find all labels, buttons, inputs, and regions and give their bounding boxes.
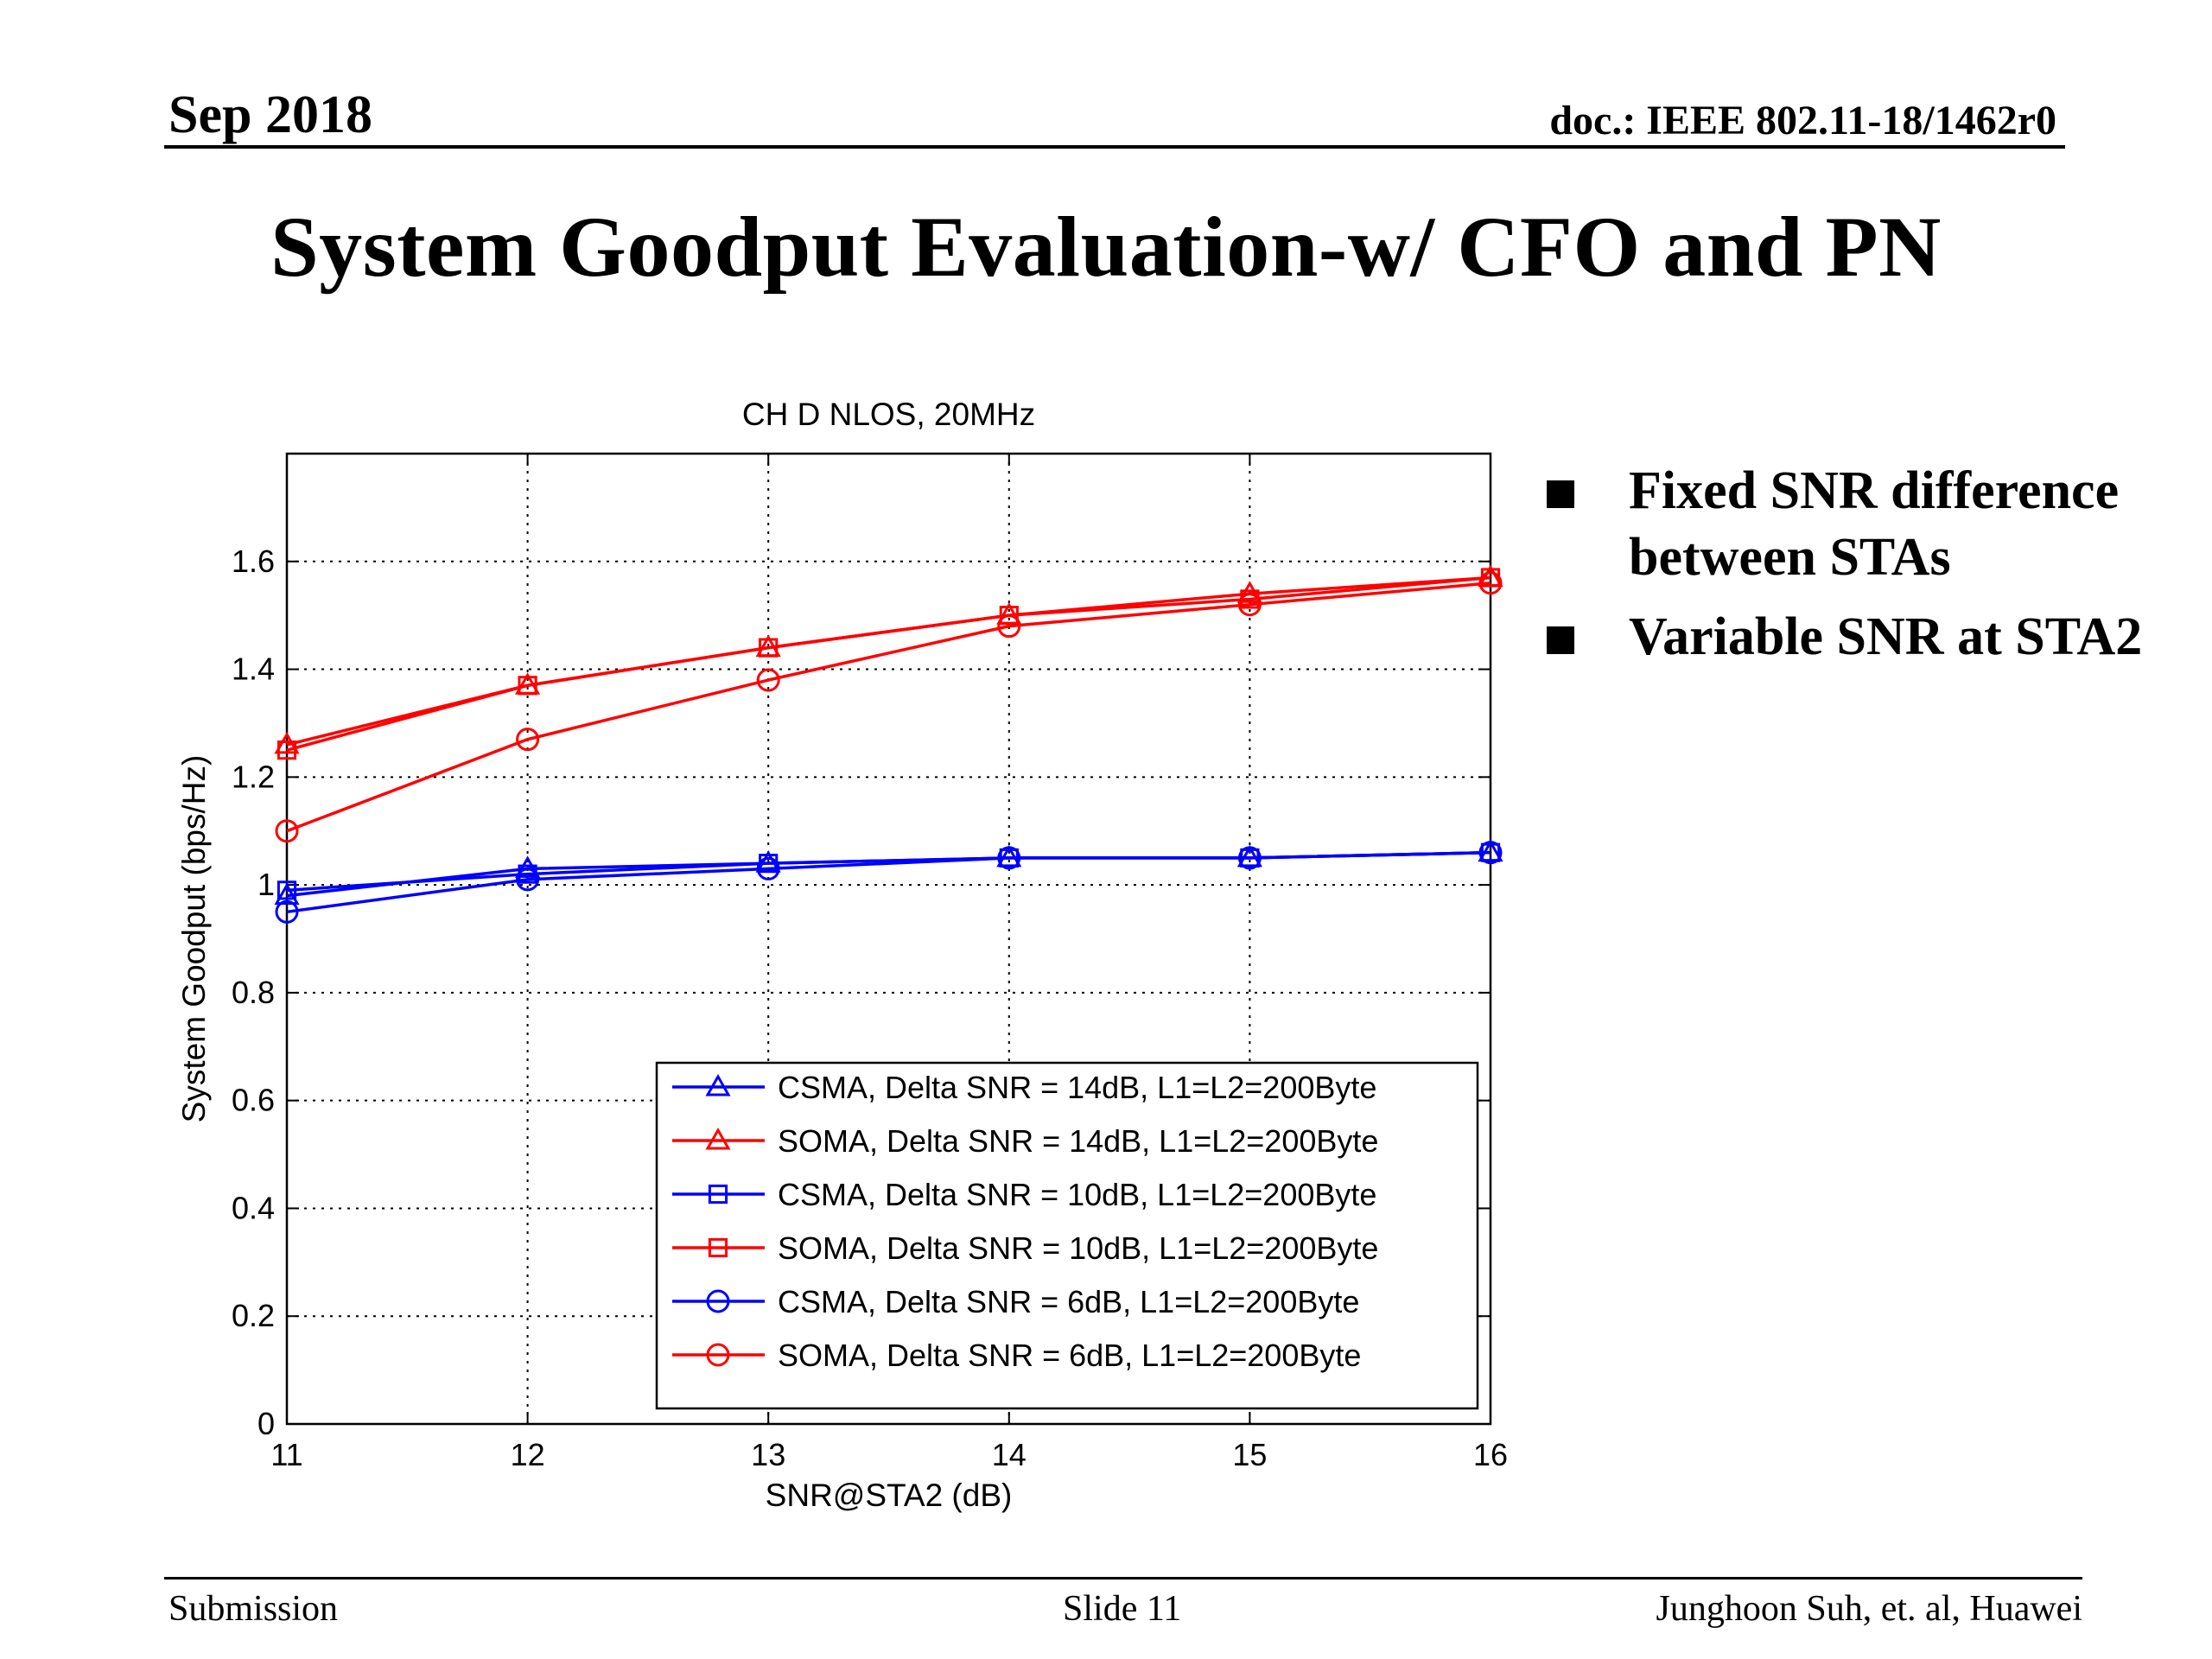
square-bullet-icon xyxy=(1547,480,1574,508)
data-point xyxy=(1478,571,1503,595)
legend-label: SOMA, Delta SNR = 6dB, L1=L2=200Byte xyxy=(778,1338,1361,1373)
data-point xyxy=(516,868,540,892)
x-tick-label: 12 xyxy=(511,1437,545,1472)
series-line xyxy=(286,581,1491,833)
y-tick-label: 0.2 xyxy=(232,1298,275,1333)
bullet-text: Variable SNR at STA2 xyxy=(1629,607,2143,666)
y-tick-label: 1.6 xyxy=(232,543,275,579)
data-point xyxy=(1237,593,1262,617)
series-line xyxy=(286,850,1491,898)
data-point xyxy=(997,614,1021,639)
y-tick-label: 0.4 xyxy=(232,1190,275,1225)
legend-marker xyxy=(708,1184,728,1205)
goodput-chart: 11 12 13 14 15 16 0 0.2 0.4 0.6 0.8 1 1.2 1.4 1.6 CH D … xyxy=(176,397,1508,1513)
bullet-item: Variable SNR at STA2 xyxy=(1547,604,2169,671)
data-point xyxy=(518,676,537,696)
bullet-item: Fixed SNR difference between STAs xyxy=(1547,458,2169,591)
x-tick-label: 11 xyxy=(270,1437,302,1472)
x-tick-label: 15 xyxy=(1232,1437,1267,1472)
legend-box xyxy=(655,1061,1479,1410)
header-date: Sep 2018 xyxy=(168,86,372,144)
bullet-text: Fixed SNR difference between STAs xyxy=(1629,461,2120,587)
legend-marker xyxy=(705,1073,731,1096)
data-point xyxy=(515,855,541,878)
data-point xyxy=(274,731,300,754)
data-point xyxy=(1478,841,1503,865)
header-doc-id: doc.: IEEE 802.11-18/1462r0 xyxy=(1549,98,2056,143)
y-tick-label: 0 xyxy=(257,1406,275,1441)
y-tick-label: 1 xyxy=(257,867,275,902)
y-axis-label: System Goodput (bps/Hz) xyxy=(176,755,212,1123)
legend-label: SOMA, Delta SNR = 10dB, L1=L2=200Byte xyxy=(778,1230,1378,1266)
legend-label: CSMA, Delta SNR = 10dB, L1=L2=200Byte xyxy=(778,1177,1376,1212)
y-tick-label: 1.2 xyxy=(232,759,275,794)
series-line xyxy=(286,575,1491,752)
data-point xyxy=(276,880,297,900)
legend-label: CSMA, Delta SNR = 14dB, L1=L2=200Byte xyxy=(778,1070,1376,1105)
data-point xyxy=(274,882,300,906)
series-line xyxy=(286,575,1491,747)
slide-title: System Goodput Evaluation-w/ CFO and PN xyxy=(270,199,1942,295)
bullet-list: Fixed SNR difference between STAs Variab… xyxy=(1547,458,2169,683)
chart-title: CH D NLOS, 20MHz xyxy=(742,397,1035,432)
footer-slide-number: Slide 11 xyxy=(1063,1589,1182,1629)
x-axis-label: SNR@STA2 (dB) xyxy=(766,1478,1013,1513)
data-point xyxy=(275,899,299,924)
data-point xyxy=(756,856,780,880)
legend-marker xyxy=(708,1237,728,1258)
y-tick-label: 0.8 xyxy=(232,975,275,1010)
data-point xyxy=(997,846,1021,870)
footer-rule xyxy=(164,1577,2082,1580)
x-tick-label: 14 xyxy=(992,1437,1027,1472)
data-point xyxy=(276,741,297,760)
data-point xyxy=(1237,846,1262,870)
data-point xyxy=(999,606,1019,626)
x-tick-label: 13 xyxy=(751,1437,785,1472)
footer-submission: Submission xyxy=(168,1589,339,1629)
header-rule xyxy=(164,145,2065,149)
data-point xyxy=(756,668,780,692)
data-point xyxy=(759,638,779,658)
legend-label: CSMA, Delta SNR = 6dB, L1=L2=200Byte xyxy=(778,1284,1359,1319)
data-point xyxy=(1236,581,1262,603)
plot-frame xyxy=(285,452,1492,1426)
legend-marker xyxy=(706,1343,730,1367)
series-line xyxy=(286,850,1491,893)
data-point xyxy=(516,728,540,752)
series-line xyxy=(286,850,1491,914)
square-bullet-icon xyxy=(1547,626,1574,654)
legend-marker xyxy=(705,1127,731,1150)
legend-marker xyxy=(706,1289,730,1313)
legend-label: SOMA, Delta SNR = 14dB, L1=L2=200Byte xyxy=(778,1123,1378,1159)
data-point xyxy=(275,819,299,843)
footer-authors: Junghoon Suh, et. al, Huawei xyxy=(1656,1589,2082,1629)
x-tick-label: 16 xyxy=(1473,1437,1508,1472)
y-tick-label: 0.6 xyxy=(232,1083,275,1118)
y-tick-label: 1.4 xyxy=(232,652,275,687)
